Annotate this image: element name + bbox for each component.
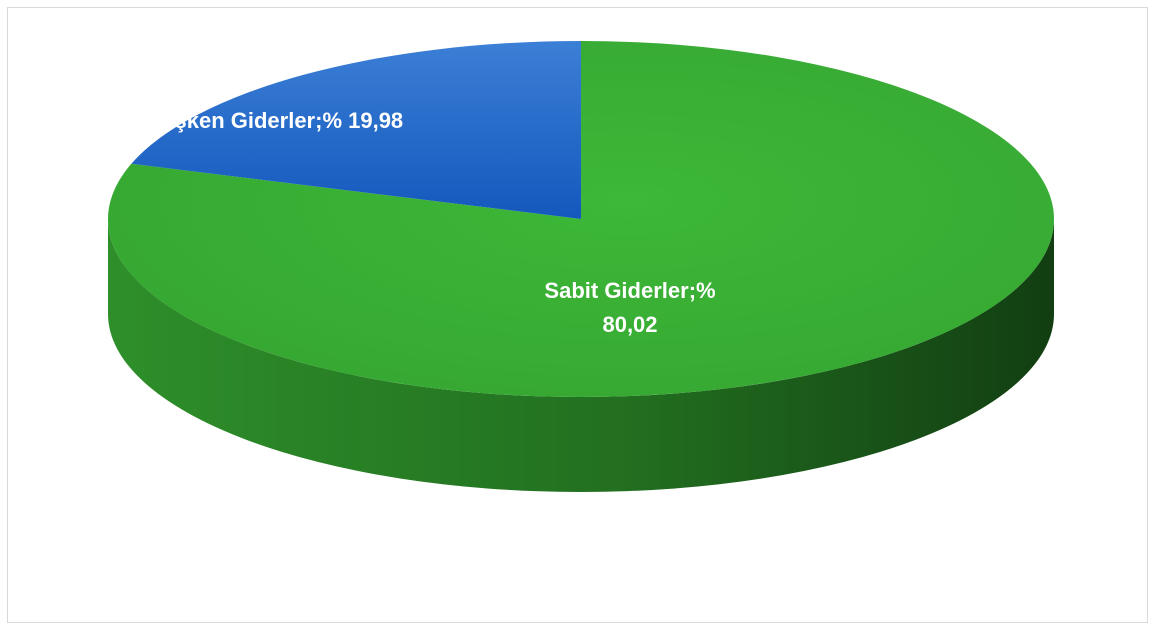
pie-chart: Sabit Giderler;% 80,02 Değişken Giderler;%…	[8, 8, 1149, 624]
chart-area: Sabit Giderler;% 80,02 Değişken Giderler;%…	[7, 7, 1148, 623]
data-label-1-line-1: Sabit Giderler;%	[544, 278, 715, 303]
data-label-2-line-1: Değişken Giderler;% 19,98	[127, 108, 403, 133]
data-label-1-line-2: 80,02	[602, 312, 657, 337]
data-label-2: Değişken Giderler;% 19,98	[127, 108, 403, 133]
